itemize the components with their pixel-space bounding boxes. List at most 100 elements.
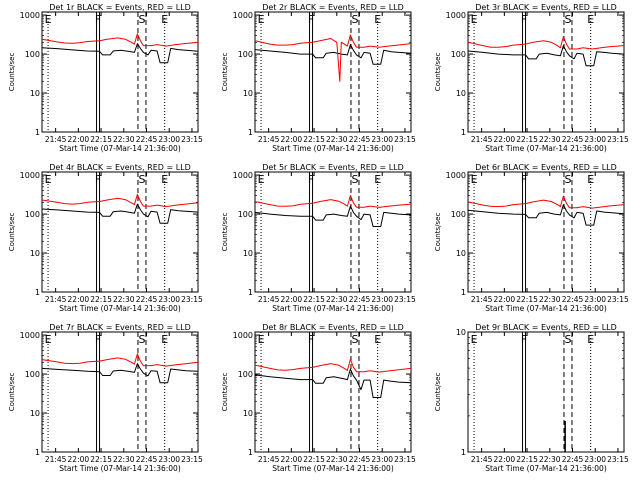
y-tick-label: 1000	[446, 11, 466, 20]
x-tick-label: 23:00	[158, 295, 180, 304]
x-tick-label: 23:15	[394, 135, 416, 144]
y-tick-label: 10	[243, 409, 253, 418]
y-tick-label: 100	[238, 50, 253, 59]
event-marker-label: E	[161, 333, 168, 346]
x-tick-label: 22:45	[349, 295, 371, 304]
panel-title: Det 2r BLACK = Events, RED = LLD	[262, 3, 404, 12]
x-tick-label: 23:15	[181, 295, 203, 304]
event-marker-label: E	[258, 13, 265, 26]
x-tick-label: 21:45	[258, 135, 280, 144]
x-tick-label: 22:00	[494, 135, 516, 144]
x-tick-label: 22:15	[303, 455, 325, 464]
y-axis-label: Counts/sec	[221, 53, 229, 92]
detector-panel-5: Det 5r BLACK = Events, RED = LLD 1 10 100 10…	[221, 163, 416, 313]
y-tick-label: 100	[451, 210, 466, 219]
y-tick-label: 1000	[20, 11, 40, 20]
y-tick-label: 1	[35, 128, 40, 137]
x-tick-label: 23:15	[181, 455, 203, 464]
event-marker-label: F	[521, 333, 527, 346]
panel-title: Det 1r BLACK = Events, RED = LLD	[49, 3, 191, 12]
y-axis-label: Counts/sec	[8, 213, 16, 252]
series-events-line	[254, 368, 412, 398]
event-marker-label: E	[258, 333, 265, 346]
event-marker-label: E	[161, 13, 168, 26]
event-marker-label: S	[351, 333, 358, 346]
y-tick-label: 1	[248, 128, 253, 137]
y-axis-label: Counts/sec	[434, 53, 442, 92]
x-axis-label: Start Time (07-Mar-14 21:36:00)	[485, 144, 607, 153]
x-tick-label: 22:45	[562, 295, 584, 304]
x-tick-label: 23:00	[584, 135, 606, 144]
series-lld-line	[467, 195, 625, 209]
plot-frame	[467, 171, 625, 293]
x-tick-label: 22:45	[562, 135, 584, 144]
series-events-line	[254, 205, 412, 227]
y-tick-label: 1	[248, 288, 253, 297]
event-marker-label: E	[374, 173, 381, 186]
y-tick-label: 1	[35, 448, 40, 457]
event-marker-label: E	[45, 173, 52, 186]
x-axis-label: Start Time (07-Mar-14 21:36:00)	[272, 304, 394, 313]
y-tick-label: 100	[25, 210, 40, 219]
x-tick-label: 22:30	[326, 135, 348, 144]
event-marker-label: S	[351, 173, 358, 186]
x-tick-label: 22:15	[516, 135, 538, 144]
detector-panel-3: Det 3r BLACK = Events, RED = LLD 1 10 100 10…	[434, 3, 629, 153]
x-tick-label: 23:00	[371, 455, 393, 464]
y-tick-label: 10	[456, 249, 466, 258]
x-tick-label: 22:45	[349, 135, 371, 144]
x-tick-label: 22:00	[281, 135, 303, 144]
series-lld-line	[467, 36, 625, 50]
x-axis-label: Start Time (07-Mar-14 21:36:00)	[59, 304, 181, 313]
plot-frame	[41, 11, 199, 133]
plot-frame	[467, 11, 625, 133]
x-tick-label: 22:00	[494, 455, 516, 464]
x-axis-label: Start Time (07-Mar-14 21:36:00)	[59, 144, 181, 153]
y-tick-label: 1	[461, 128, 466, 137]
x-tick-label: 22:45	[136, 455, 158, 464]
y-tick-label: 100	[25, 370, 40, 379]
event-marker-label: E	[471, 333, 478, 346]
x-tick-label: 22:45	[562, 455, 584, 464]
x-tick-label: 21:45	[45, 295, 67, 304]
x-tick-label: 21:45	[471, 295, 493, 304]
y-tick-label: 1	[461, 288, 466, 297]
x-tick-label: 22:30	[326, 295, 348, 304]
y-tick-label: 1000	[20, 331, 40, 340]
x-axis-label: Start Time (07-Mar-14 21:36:00)	[272, 144, 394, 153]
event-marker-label: E	[374, 13, 381, 26]
panel-title: Det 5r BLACK = Events, RED = LLD	[262, 163, 404, 172]
series-events-line	[564, 420, 566, 452]
y-axis-label: Counts/sec	[434, 373, 442, 412]
event-marker-label: S	[564, 333, 571, 346]
event-marker-label: S	[138, 173, 145, 186]
series-lld-line	[41, 193, 199, 208]
x-tick-label: 22:15	[90, 295, 112, 304]
event-marker-label: E	[587, 333, 594, 346]
x-tick-label: 21:45	[471, 455, 493, 464]
x-tick-label: 22:15	[303, 295, 325, 304]
detector-panel-1: Det 1r BLACK = Events, RED = LLD 1 10 100 10…	[8, 3, 203, 153]
series-lld-line	[254, 358, 412, 373]
x-tick-label: 23:15	[394, 295, 416, 304]
event-marker-label: E	[471, 173, 478, 186]
event-marker-label: E	[587, 173, 594, 186]
plot-frame	[254, 171, 412, 293]
x-tick-label: 23:15	[394, 455, 416, 464]
x-tick-label: 22:15	[303, 135, 325, 144]
event-marker-label: F	[95, 13, 101, 26]
y-tick-label: 1000	[20, 171, 40, 180]
x-tick-label: 22:00	[281, 295, 303, 304]
x-tick-label: 23:00	[158, 135, 180, 144]
series-lld-line	[254, 34, 412, 82]
series-events-line	[41, 203, 199, 224]
x-tick-label: 22:30	[539, 135, 561, 144]
x-axis-label: Start Time (07-Mar-14 21:36:00)	[485, 464, 607, 473]
x-tick-label: 21:45	[45, 135, 67, 144]
event-marker-label: E	[374, 333, 381, 346]
event-marker-label: S	[564, 173, 571, 186]
x-axis-label: Start Time (07-Mar-14 21:36:00)	[59, 464, 181, 473]
x-tick-label: 22:30	[326, 455, 348, 464]
series-events-line	[254, 44, 412, 65]
